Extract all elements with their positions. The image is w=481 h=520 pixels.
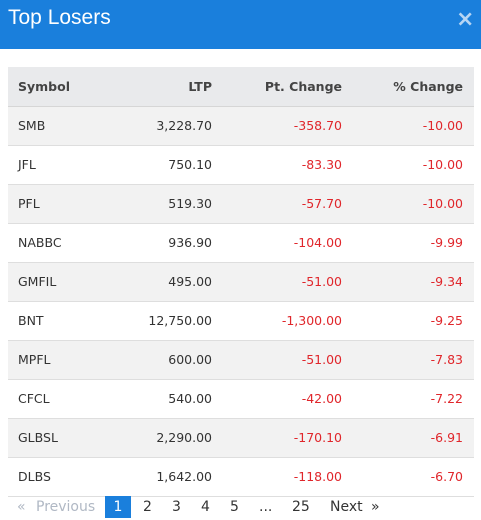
table-row[interactable]: GMFIL 495.00 -51.00 -9.34 [8, 262, 474, 301]
next-button[interactable]: Next [330, 499, 363, 515]
table-row[interactable]: JFL 750.10 -83.30 -10.00 [8, 145, 474, 184]
pt-change-cell: -51.00 [301, 352, 342, 367]
pct-change-cell: -9.25 [430, 313, 463, 328]
ltp-cell: 519.30 [168, 196, 212, 211]
symbol-cell: DLBS [18, 469, 51, 484]
pt-change-cell: -42.00 [301, 391, 342, 406]
table-row[interactable]: GLBSL 2,290.00 -170.10 -6.91 [8, 418, 474, 457]
modal-title: Top Losers [8, 6, 111, 29]
symbol-cell: NABBC [18, 235, 62, 250]
pt-change-cell: -358.70 [293, 118, 342, 133]
ltp-cell: 540.00 [168, 391, 212, 406]
next-arrow-icon[interactable]: » [371, 499, 380, 515]
pct-change-cell: -9.34 [430, 274, 463, 289]
page-button-3[interactable]: 3 [172, 499, 181, 515]
symbol-cell: JFL [18, 157, 36, 172]
column-header-pt-change[interactable]: Pt. Change [212, 67, 342, 107]
column-header-pct-change[interactable]: % Change [342, 67, 474, 107]
symbol-cell: PFL [18, 196, 40, 211]
pct-change-cell: -7.83 [430, 352, 463, 367]
table-row[interactable]: PFL 519.30 -57.70 -10.00 [8, 184, 474, 223]
symbol-cell: CFCL [18, 391, 50, 406]
page-button-1[interactable]: 1 [105, 496, 131, 518]
pct-change-cell: -9.99 [430, 235, 463, 250]
page-button-2[interactable]: 2 [143, 499, 152, 515]
symbol-cell: GMFIL [18, 274, 57, 289]
column-header-symbol[interactable]: Symbol [8, 67, 108, 107]
page-button-25[interactable]: 25 [292, 499, 310, 515]
pct-change-cell: -10.00 [422, 157, 463, 172]
page-button-5[interactable]: 5 [230, 499, 239, 515]
modal-header: Top Losers × [0, 0, 481, 49]
top-losers-table: Symbol LTP Pt. Change % Change SMB 3,228.… [8, 67, 474, 497]
pagination-ellipsis: ... [259, 499, 273, 515]
table-row[interactable]: CFCL 540.00 -42.00 -7.22 [8, 379, 474, 418]
pt-change-cell: -104.00 [293, 235, 342, 250]
pt-change-cell: -51.00 [301, 274, 342, 289]
ltp-cell: 3,228.70 [156, 118, 212, 133]
pct-change-cell: -6.91 [430, 430, 463, 445]
pt-change-cell: -83.30 [301, 157, 342, 172]
table-header-row: Symbol LTP Pt. Change % Change [8, 67, 474, 107]
top-losers-table-container: Symbol LTP Pt. Change % Change SMB 3,228.… [8, 67, 474, 497]
ltp-cell: 600.00 [168, 352, 212, 367]
pt-change-cell: -1,300.00 [281, 313, 342, 328]
table-row[interactable]: BNT 12,750.00 -1,300.00 -9.25 [8, 301, 474, 340]
pt-change-cell: -170.10 [293, 430, 342, 445]
close-icon[interactable]: × [456, 7, 475, 32]
pct-change-cell: -10.00 [422, 196, 463, 211]
ltp-cell: 1,642.00 [156, 469, 212, 484]
column-header-ltp[interactable]: LTP [108, 67, 212, 107]
ltp-cell: 2,290.00 [156, 430, 212, 445]
pct-change-cell: -10.00 [422, 118, 463, 133]
ltp-cell: 495.00 [168, 274, 212, 289]
pct-change-cell: -6.70 [430, 469, 463, 484]
pagination: « Previous 1 2 3 4 5 ... 25 Next » [8, 496, 474, 518]
ltp-cell: 750.10 [168, 157, 212, 172]
previous-button: Previous [36, 499, 96, 515]
pt-change-cell: -57.70 [301, 196, 342, 211]
previous-arrow-icon: « [17, 499, 26, 515]
table-row[interactable]: NABBC 936.90 -104.00 -9.99 [8, 223, 474, 262]
pt-change-cell: -118.00 [293, 469, 342, 484]
symbol-cell: GLBSL [18, 430, 58, 445]
symbol-cell: BNT [18, 313, 44, 328]
table-row[interactable]: DLBS 1,642.00 -118.00 -6.70 [8, 457, 474, 496]
pct-change-cell: -7.22 [430, 391, 463, 406]
symbol-cell: SMB [18, 118, 46, 133]
table-row[interactable]: SMB 3,228.70 -358.70 -10.00 [8, 106, 474, 145]
symbol-cell: MPFL [18, 352, 51, 367]
page-button-4[interactable]: 4 [201, 499, 210, 515]
ltp-cell: 936.90 [168, 235, 212, 250]
ltp-cell: 12,750.00 [148, 313, 212, 328]
table-row[interactable]: MPFL 600.00 -51.00 -7.83 [8, 340, 474, 379]
